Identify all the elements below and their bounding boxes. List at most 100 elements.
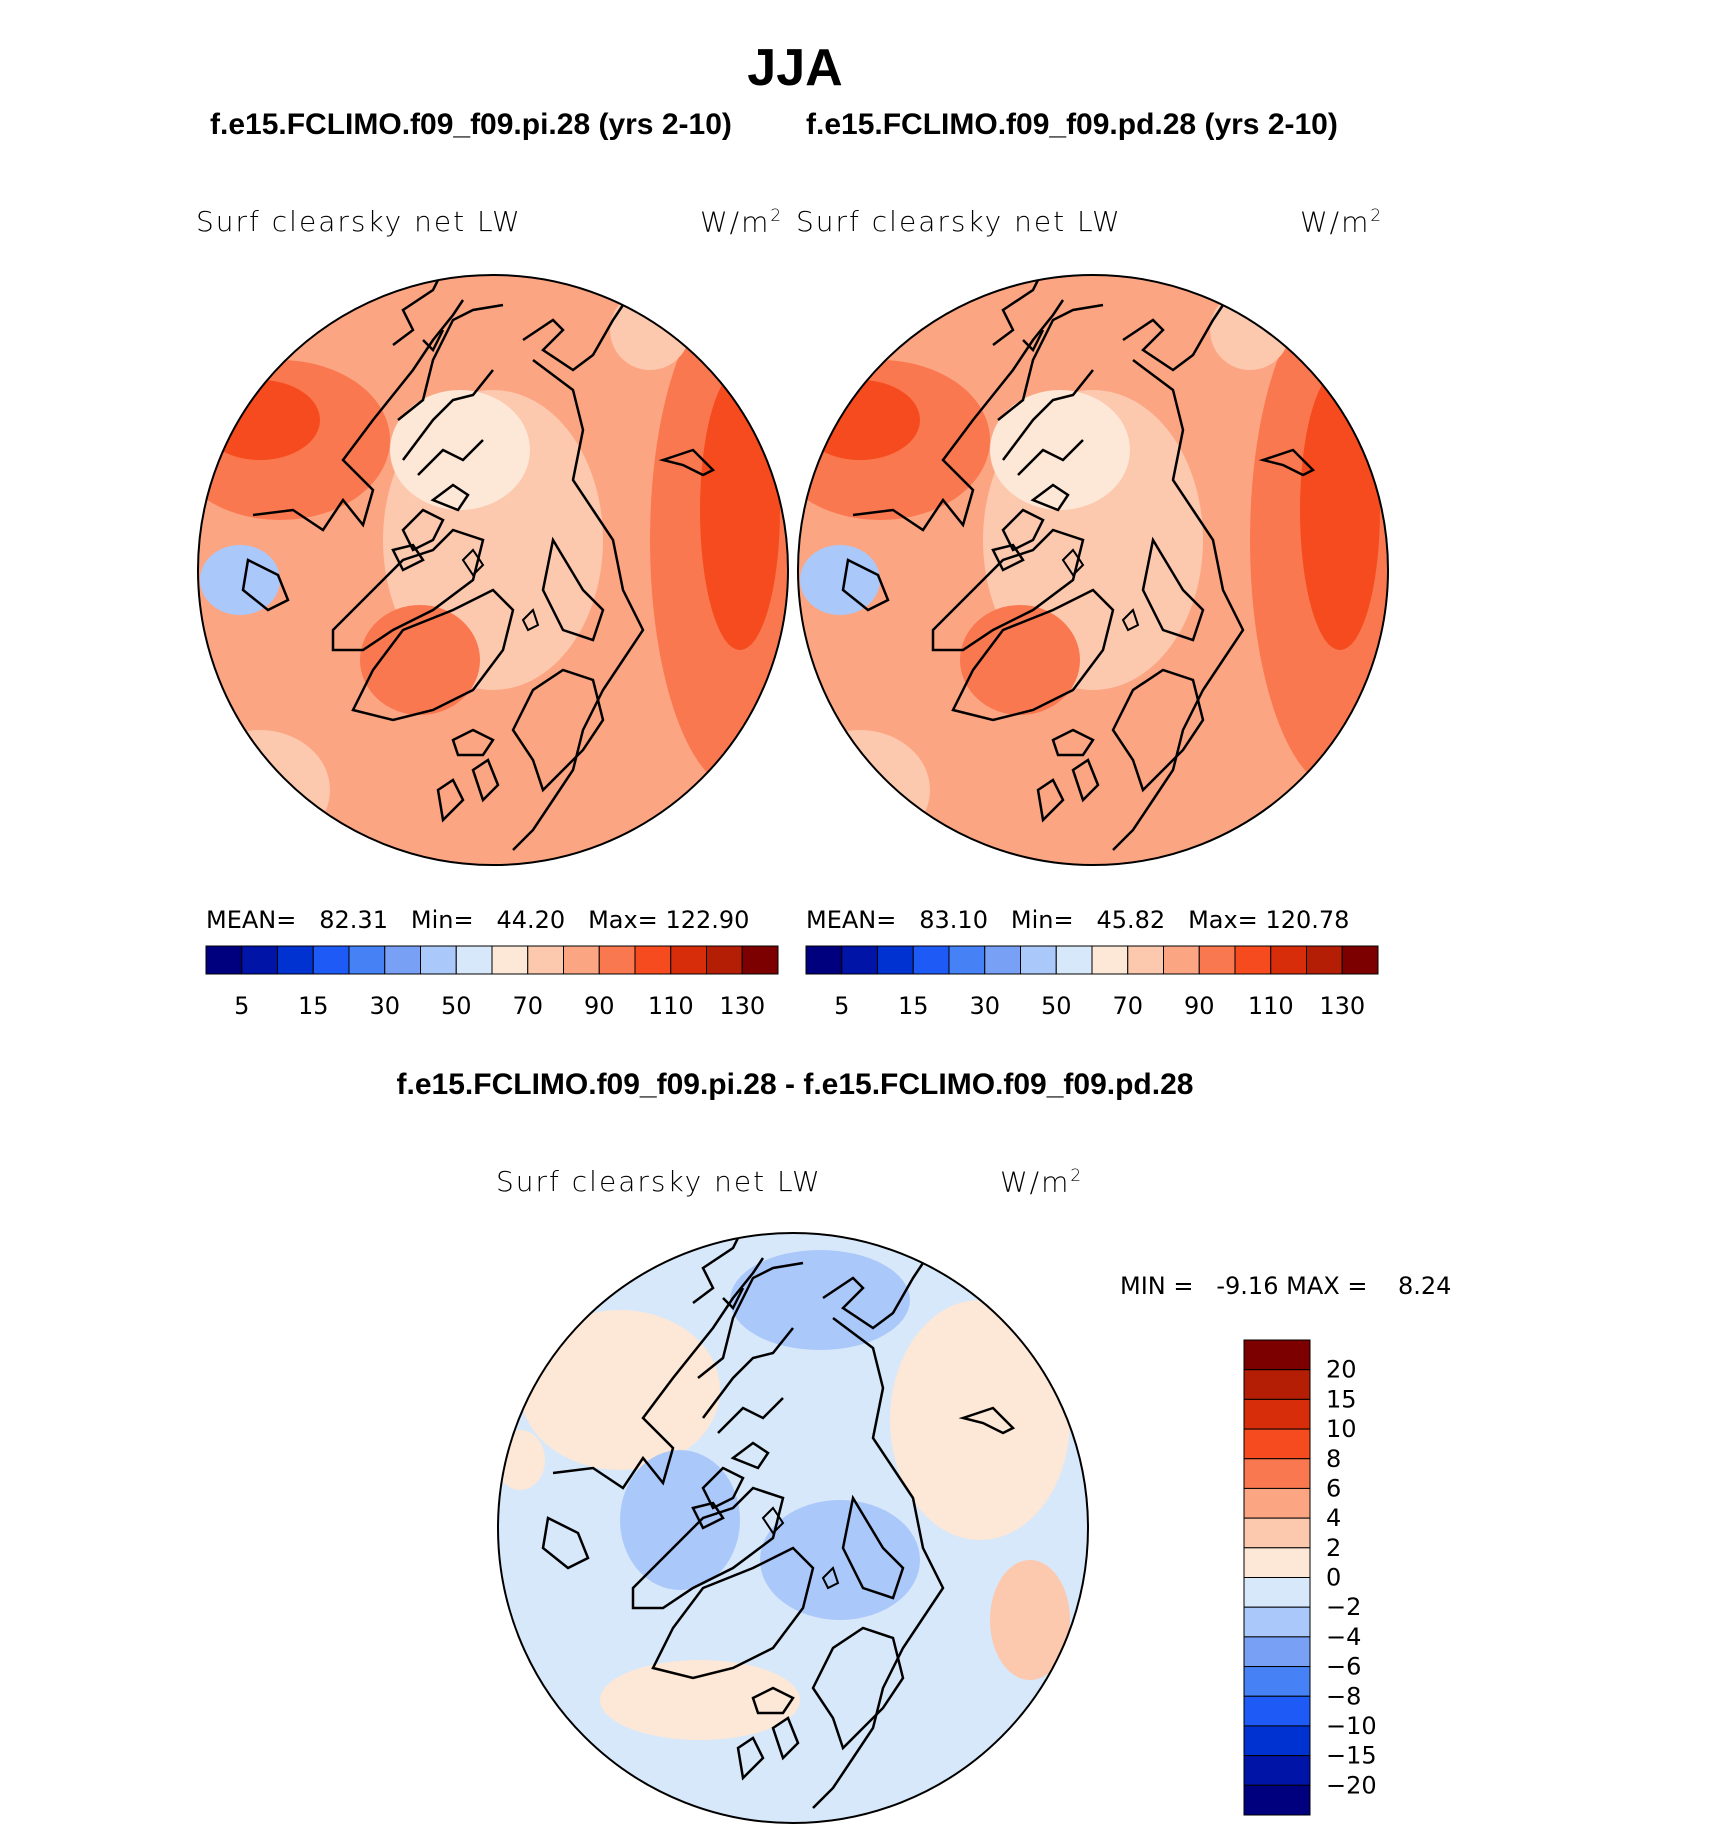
panel1-colorbar: 5 15 30 50 70 90 110 130: [205, 945, 779, 1020]
panel3-colorbar-tick-label: 6: [1326, 1474, 1341, 1502]
panel2-colorbar-swatch: [1127, 945, 1164, 975]
panel3-colorbar-tick-label: −4: [1326, 1623, 1361, 1651]
panel1-colorbar-swatch: [277, 945, 314, 975]
panel1-colorbar-tick-label: 90: [584, 992, 615, 1020]
panel2-colorbar-swatch: [1198, 945, 1236, 975]
panel2-map-border: [797, 274, 1389, 866]
panel2-colorbar-swatch: [984, 945, 1021, 975]
panel1-colorbar-swatch: [670, 945, 707, 975]
diff-title: f.e15.FCLIMO.f09_f09.pi.28 - f.e15.FCLIM…: [396, 1068, 1194, 1101]
panel2-colorbar-tick-label: 90: [1184, 992, 1215, 1020]
panel3-colorbar-swatch: [1243, 1487, 1311, 1519]
panel1-colorbar-swatch: [634, 945, 672, 975]
panel2-units-label: W/m2: [1300, 205, 1384, 239]
panel3-colorbar-tick-label: 2: [1326, 1534, 1341, 1562]
panel3-colorbar-tick-label: 4: [1326, 1504, 1341, 1532]
panel3-colorbar-swatch: [1243, 1606, 1311, 1638]
panel1-colorbar-swatch: [598, 945, 636, 975]
panel2-colorbar-swatch: [948, 945, 986, 975]
panel1-colorbar-tick-label: 110: [648, 992, 694, 1020]
case-title-pd: f.e15.FCLIMO.f09_f09.pd.28 (yrs 2-10): [806, 108, 1338, 141]
panel3-map: [498, 1233, 1088, 1823]
panel2-colorbar-tick-label: 50: [1041, 992, 1072, 1020]
panel1-colorbar-swatch: [420, 945, 457, 975]
panel1-colorbar-swatch: [348, 945, 386, 975]
panel3-colorbar-tick-label: 0: [1326, 1564, 1341, 1592]
panel1-map-border: [197, 274, 789, 866]
panel2-colorbar-tick-label: 130: [1319, 992, 1365, 1020]
panel2-map: [798, 275, 1388, 865]
panel3-colorbar-tick-label: 10: [1326, 1415, 1357, 1443]
panel3-colorbar-swatch: [1243, 1755, 1311, 1786]
panel1-stats: MEAN= 82.31 Min= 44.20 Max= 122.90: [206, 906, 750, 934]
panel1-colorbar-swatch: [563, 945, 600, 975]
panel2-colorbar-swatch: [877, 945, 914, 975]
panel2-colorbar-tick-label: 70: [1112, 992, 1143, 1020]
panel3-units-label: W/m2: [1000, 1165, 1084, 1199]
panel3-colorbar-tick-label: −8: [1326, 1682, 1361, 1710]
panel1-units-label: W/m2: [700, 205, 784, 239]
panel1-colorbar-tick-label: 70: [512, 992, 543, 1020]
panel2-stats: MEAN= 83.10 Min= 45.82 Max= 120.78: [806, 906, 1350, 934]
panel2-colorbar-swatch: [1091, 945, 1129, 975]
panel1-colorbar-tick-label: 50: [441, 992, 472, 1020]
panel1-colorbar-tick-label: 30: [369, 992, 400, 1020]
figure-title: JJA: [747, 39, 843, 97]
panel1-colorbar-swatch: [527, 945, 564, 975]
panel2-colorbar-swatch: [1055, 945, 1093, 975]
panel3-colorbar-swatch: [1243, 1369, 1311, 1400]
panel3-colorbar-swatch: [1243, 1517, 1311, 1549]
panel2-colorbar-swatch: [1234, 945, 1272, 975]
panel1-colorbar-tick-label: 130: [719, 992, 765, 1020]
panel3-colorbar-swatch: [1243, 1725, 1311, 1757]
panel2-colorbar-tick-label: 15: [898, 992, 929, 1020]
panel1-colorbar-swatch: [384, 945, 421, 975]
panel3-colorbar-swatch: [1243, 1339, 1311, 1371]
panel3-map-border: [497, 1232, 1089, 1824]
panel2-colorbar: 5 15 30 50 70 90 110 130: [805, 945, 1379, 1020]
panel2-colorbar-swatch: [1270, 945, 1307, 975]
panel2-colorbar-swatch: [1163, 945, 1200, 975]
panel1-variable-label: Surf clearsky net LW: [196, 205, 522, 238]
panel3-colorbar-tick-label: −2: [1326, 1593, 1361, 1621]
panel1-colorbar-tick-label: 5: [234, 992, 249, 1020]
panel1-colorbar-swatch: [455, 945, 493, 975]
case-title-pi: f.e15.FCLIMO.f09_f09.pi.28 (yrs 2-10): [210, 108, 732, 141]
panel2-colorbar-swatch: [912, 945, 950, 975]
panel2-colorbar-swatch: [1306, 945, 1343, 975]
panel3-colorbar-swatch: [1243, 1547, 1311, 1578]
panel2-colorbar-swatch: [1341, 945, 1379, 975]
panel3-colorbar-tick-label: 15: [1326, 1385, 1357, 1413]
panel3-colorbar-swatch: [1243, 1398, 1311, 1430]
panel1-colorbar-swatch: [312, 945, 350, 975]
panel3-colorbar-swatch: [1243, 1666, 1311, 1697]
panel3-colorbar-swatch: [1243, 1458, 1311, 1489]
panel3-colorbar-tick-label: 20: [1326, 1356, 1357, 1384]
panel2-variable-label: Surf clearsky net LW: [796, 205, 1122, 238]
panel3-colorbar-tick-label: −15: [1326, 1742, 1377, 1770]
panel2-colorbar-tick-label: 110: [1248, 992, 1294, 1020]
panel3-colorbar-swatch: [1243, 1695, 1311, 1727]
panel3-colorbar-tick-label: −6: [1326, 1653, 1361, 1681]
panel1-colorbar-swatch: [205, 945, 243, 975]
panel3-colorbar-tick-label: −20: [1326, 1771, 1377, 1799]
panel3-colorbar-tick-label: −10: [1326, 1712, 1377, 1740]
panel3-stats: MIN = -9.16 MAX = 8.24: [1120, 1272, 1452, 1300]
panel3-variable-label: Surf clearsky net LW: [496, 1165, 822, 1198]
panel1-colorbar-swatch: [741, 945, 779, 975]
panel2-colorbar-swatch: [1020, 945, 1057, 975]
panel1-colorbar-swatch: [706, 945, 743, 975]
panel2-colorbar-swatch: [841, 945, 878, 975]
panel1-colorbar-swatch: [241, 945, 278, 975]
panel2-colorbar-swatch: [805, 945, 843, 975]
panel2-colorbar-tick-label: 30: [969, 992, 1000, 1020]
panel3-colorbar-swatch: [1243, 1577, 1311, 1608]
panel3-colorbar-swatch: [1243, 1428, 1311, 1460]
panel3-colorbar-swatch: [1243, 1636, 1311, 1668]
panel1-colorbar-tick-label: 15: [298, 992, 329, 1020]
panel2-colorbar-tick-label: 5: [834, 992, 849, 1020]
panel1-colorbar-swatch: [491, 945, 529, 975]
